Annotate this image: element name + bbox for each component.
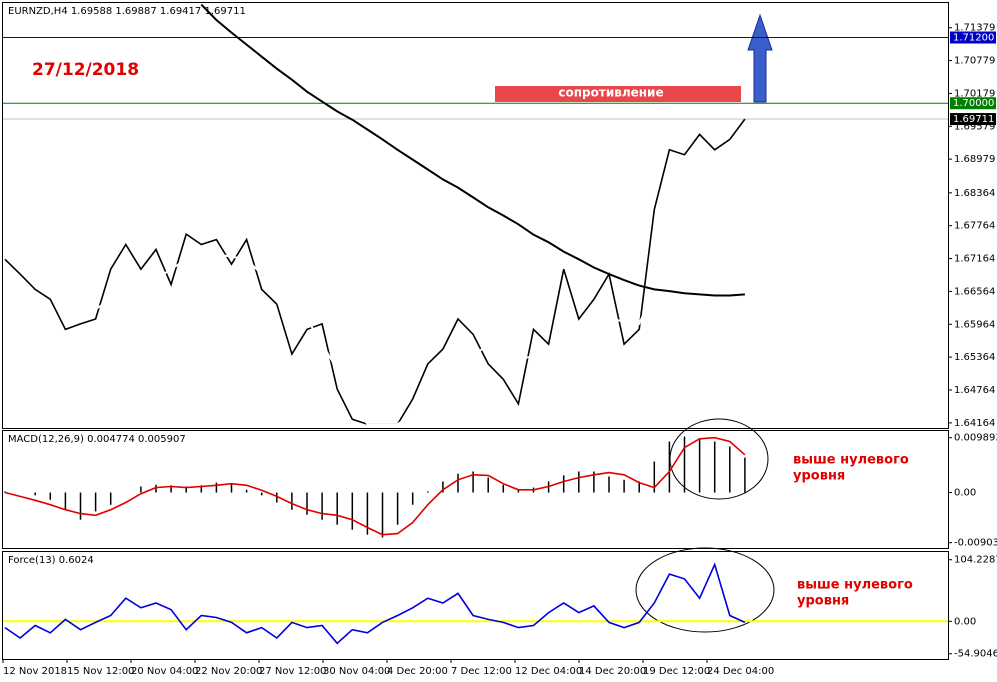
level-label-box xyxy=(950,113,996,126)
macd-frame xyxy=(2,430,949,549)
up-arrow xyxy=(747,13,773,103)
y-tick-label: 1.71379 xyxy=(954,23,995,34)
x-tick-label: 30 Nov 04:00 xyxy=(323,666,390,677)
level-label-box xyxy=(950,31,996,44)
price-frame xyxy=(2,2,949,429)
annotation: уровня xyxy=(793,469,845,484)
resistance-label: сопротивление xyxy=(558,86,663,100)
y-tick-label: 1.69579 xyxy=(954,121,995,132)
y-tick-label: 1.64764 xyxy=(954,385,995,396)
x-tick-label: 24 Dec 04:00 xyxy=(707,666,774,677)
x-tick-label: 20 Nov 04:00 xyxy=(131,666,198,677)
y-tick-label: 1.66564 xyxy=(954,286,995,297)
x-tick-label: 27 Nov 12:00 xyxy=(259,666,326,677)
y-tick-label: 1.65964 xyxy=(954,319,995,330)
x-tick-label: 4 Dec 20:00 xyxy=(387,666,448,677)
x-tick-label: 14 Dec 20:00 xyxy=(579,666,646,677)
x-tick-label: 12 Nov 2018 xyxy=(3,666,67,677)
series-line xyxy=(4,436,746,536)
panel-title: MACD(12,26,9) 0.004774 0.005907 xyxy=(8,434,186,445)
force-frame xyxy=(2,551,949,660)
y-tick-label: -54.9046 xyxy=(954,649,997,660)
x-tick-label: 15 Nov 12:00 xyxy=(67,666,134,677)
resistance-box xyxy=(495,86,741,102)
annotation: уровня xyxy=(797,594,849,609)
x-tick-label: 19 Dec 12:00 xyxy=(643,666,710,677)
y-tick-label: 1.67764 xyxy=(954,221,995,232)
y-tick-label: 1.70779 xyxy=(954,56,995,67)
y-tick-label: 1.70179 xyxy=(954,88,995,99)
y-tick-label: 1.68364 xyxy=(954,188,995,199)
panel-title: Force(13) 0.6024 xyxy=(8,555,94,566)
y-tick-label: 0.009893 xyxy=(954,433,997,444)
level-label: 1.69711 xyxy=(953,114,994,125)
annotation: выше нулевого xyxy=(797,578,913,593)
x-tick-label: 22 Nov 20:00 xyxy=(195,666,262,677)
y-tick-label: 0.00 xyxy=(954,488,976,499)
x-tick-label: 7 Dec 12:00 xyxy=(451,666,512,677)
y-tick-label: 1.68979 xyxy=(954,154,995,165)
series-line xyxy=(200,3,745,297)
series-line xyxy=(4,562,746,645)
frames xyxy=(2,2,949,660)
y-tick-label: 1.64164 xyxy=(954,418,995,429)
panel-title: EURNZD,H4 1.69588 1.69887 1.69417 1.6971… xyxy=(8,6,246,17)
y-tick-label: 104.2287 xyxy=(954,555,997,566)
x-tick-label: 12 Dec 04:00 xyxy=(515,666,582,677)
level-label: 1.71200 xyxy=(953,33,994,44)
y-tick-label: -0.009038 xyxy=(954,538,997,549)
y-tick-label: 0.00 xyxy=(954,616,976,627)
y-tick-label: 1.67164 xyxy=(954,254,995,265)
series-line xyxy=(4,150,746,426)
date-label: 27/12/2018 xyxy=(32,60,139,80)
level-label-box xyxy=(950,97,996,110)
highlight-ellipse xyxy=(635,547,775,633)
annotation: выше нулевого xyxy=(793,453,909,468)
level-label: 1.70000 xyxy=(953,98,994,109)
y-tick-label: 1.65364 xyxy=(954,352,995,363)
